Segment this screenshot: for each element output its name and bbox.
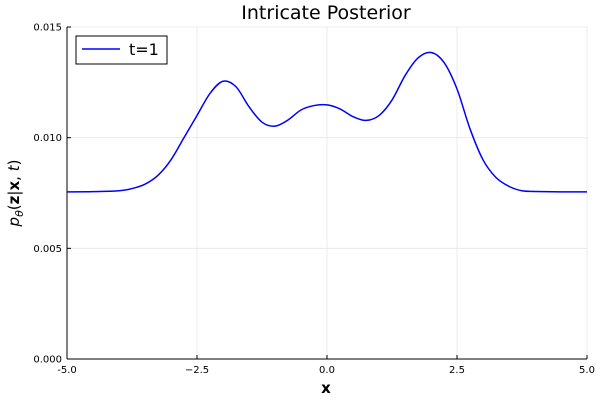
x-tick-label: 2.5 bbox=[449, 365, 465, 376]
y-axis-title-p: p bbox=[5, 217, 23, 228]
x-tick-label: -5.0 bbox=[57, 365, 77, 376]
y-tick-label: 0.010 bbox=[33, 133, 62, 144]
y-axis-title-t: t bbox=[5, 164, 23, 171]
x-tick-label: 0.0 bbox=[319, 365, 335, 376]
y-tick-label: 0.005 bbox=[33, 244, 62, 255]
legend: t=1 bbox=[75, 35, 168, 65]
legend-box bbox=[75, 35, 168, 65]
y-axis-title-open-paren: ( bbox=[5, 204, 23, 210]
y-axis-title-bar: | bbox=[5, 191, 23, 196]
y-axis-title-comma: , bbox=[5, 171, 23, 181]
y-axis-title-close-paren: ) bbox=[5, 160, 23, 166]
series-line bbox=[66, 51, 588, 193]
legend-label: t=1 bbox=[129, 40, 159, 59]
y-tick-label: 0.015 bbox=[33, 23, 62, 34]
y-axis-title: pθ(z|x, t) bbox=[5, 160, 26, 228]
y-axis-title-x: x bbox=[5, 181, 23, 191]
x-tick-label: −2.5 bbox=[185, 365, 209, 376]
y-axis-title-z: z bbox=[5, 195, 23, 204]
chart-title: Intricate Posterior bbox=[241, 2, 411, 24]
y-tick-label: 0.000 bbox=[33, 355, 62, 366]
y-axis-title-theta: θ bbox=[13, 210, 26, 217]
x-axis-title: x bbox=[321, 379, 331, 397]
x-tick-label: 5.0 bbox=[579, 365, 595, 376]
